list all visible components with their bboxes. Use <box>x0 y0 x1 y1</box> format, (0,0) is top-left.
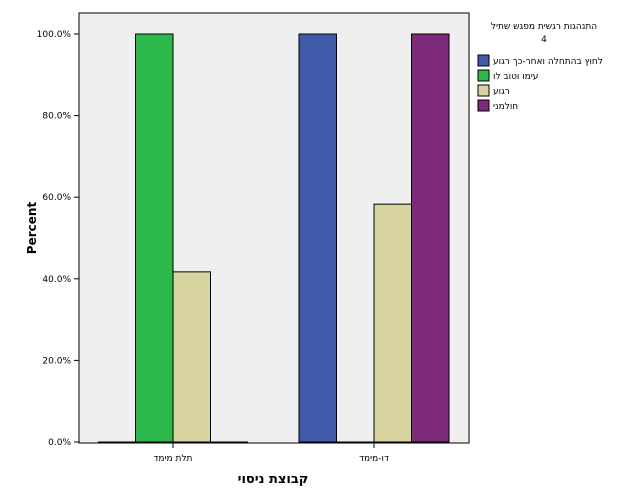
y-tick-label: 60.0% <box>42 193 71 203</box>
y-axis-title: Percent <box>25 202 39 255</box>
x-tick-label: דו-מימד <box>359 454 389 464</box>
legend: התנהגות רגשית מפגש שתיל 4 לחוץ בהתחלה וא… <box>477 22 603 112</box>
y-tick-label: 20.0% <box>42 356 71 366</box>
legend-title-line2: 4 <box>541 35 547 45</box>
legend-label: חולמני <box>493 102 518 112</box>
legend-swatch <box>477 99 490 112</box>
legend-swatch <box>477 69 490 82</box>
legend-label: עימו וטוב לו <box>493 72 538 82</box>
bars-group <box>98 33 450 443</box>
legend-swatch <box>477 54 490 67</box>
x-tick-label: תלת מימד <box>154 454 193 464</box>
bar <box>172 271 211 443</box>
y-tick-label: 40.0% <box>42 275 71 285</box>
bar <box>373 203 412 443</box>
bar <box>411 33 450 443</box>
y-tick-label: 80.0% <box>42 112 71 122</box>
x-axis-title: קבוצת ניסוי <box>238 472 309 487</box>
y-tick-label: 0.0% <box>48 438 71 448</box>
bar <box>298 33 337 443</box>
legend-title-line1: התנהגות רגשית מפגש שתיל <box>491 22 597 32</box>
x-axis: תלת מימד דו-מימד <box>154 443 389 464</box>
bar <box>135 33 174 443</box>
y-axis: 0.0% 20.0% 40.0% 60.0% 80.0% 100.0% <box>37 30 79 448</box>
legend-label: רגוע <box>493 87 510 97</box>
legend-swatch <box>477 84 490 97</box>
legend-label: לחוץ בהתחלה ואחר-כך רגוע <box>493 57 603 67</box>
y-tick-label: 100.0% <box>37 30 72 40</box>
